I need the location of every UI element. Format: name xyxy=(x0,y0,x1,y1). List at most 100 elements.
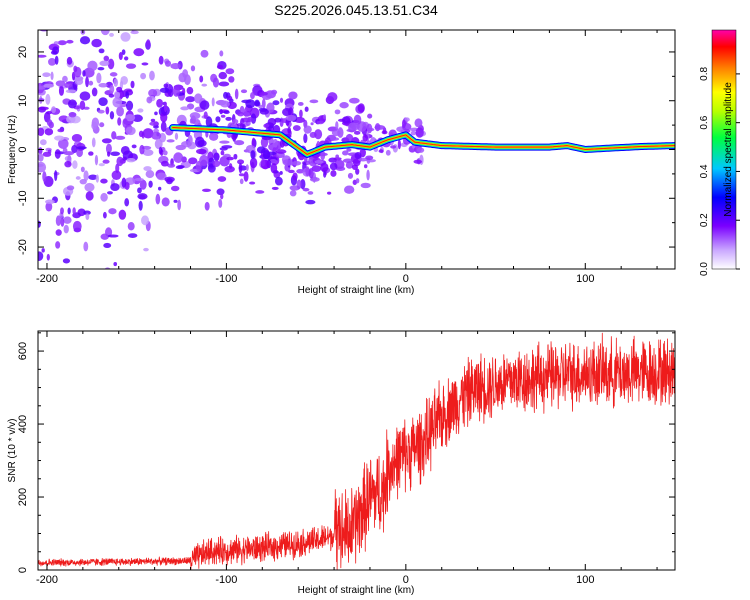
spectrogram-blob xyxy=(98,48,105,54)
spectrogram-blob xyxy=(194,136,205,148)
spectrogram-blob xyxy=(199,100,210,110)
snr-series-line xyxy=(38,332,675,570)
spectrogram-blob xyxy=(38,220,41,228)
spectrogram-blob xyxy=(296,179,302,190)
spectrogram-y-tick-label: -10 xyxy=(17,190,29,206)
snr-y-label: SNR (10 * v/v) xyxy=(7,419,18,483)
spectrogram-blob xyxy=(139,179,147,190)
spectrogram-blob xyxy=(117,117,122,126)
spectrogram-blob xyxy=(350,123,360,131)
spectrogram-blob xyxy=(374,125,386,130)
spectrogram-blob xyxy=(237,111,245,117)
spectrogram-blob xyxy=(154,138,163,150)
spectrogram-blob xyxy=(142,128,154,139)
spectrogram-blob xyxy=(275,149,287,154)
spectrogram-blob xyxy=(329,162,338,171)
spectrogram-y-tick-label: -20 xyxy=(17,239,29,255)
spectrogram-blob xyxy=(94,154,99,166)
spectrogram-blob xyxy=(85,191,94,201)
spectrogram-x-tick-label: -200 xyxy=(36,273,58,285)
spectrogram-blob xyxy=(212,77,220,88)
spectrogram-blob xyxy=(105,143,112,154)
spectrogram-blob xyxy=(73,65,78,73)
spectrogram-blob xyxy=(38,54,47,58)
spectrogram-blob xyxy=(250,113,257,124)
spectrogram-blob xyxy=(272,138,278,148)
spectrogram-blob xyxy=(141,18,147,22)
spectrogram-blob xyxy=(308,167,314,179)
spectrogram-blob xyxy=(141,62,149,66)
spectrogram-blob xyxy=(220,193,224,200)
spectrogram-blob xyxy=(342,150,349,156)
spectrogram-blob xyxy=(91,38,102,48)
spectrogram-blob xyxy=(249,181,256,185)
spectrogram-blob xyxy=(305,166,310,177)
spectrogram-blob xyxy=(133,48,145,57)
spectrogram-blob xyxy=(200,49,209,58)
spectrogram-blob xyxy=(331,129,341,137)
figure-title: S225.2026.045.13.51.C34 xyxy=(274,2,438,18)
spectrogram-blob xyxy=(329,137,340,141)
spectrogram-y-tick-label: 20 xyxy=(17,46,29,58)
spectrogram-x-tick-label: 0 xyxy=(403,273,409,285)
spectrogram-blob xyxy=(66,56,73,65)
spectrogram-blob xyxy=(271,89,278,95)
spectrogram-blob xyxy=(71,133,83,143)
spectrogram-blob xyxy=(335,166,346,171)
spectrogram-blob xyxy=(323,171,327,178)
spectrogram-blob xyxy=(47,149,52,154)
spectrogram-blob xyxy=(327,92,338,102)
spectrogram-blob xyxy=(134,177,144,182)
spectrogram-blob xyxy=(109,84,115,94)
spectrogram-blob xyxy=(153,124,159,129)
spectrogram-blob xyxy=(218,198,223,208)
spectrogram-blob xyxy=(216,64,224,70)
spectrogram-blob xyxy=(334,109,341,115)
snr-frame xyxy=(37,330,676,571)
spectrogram-blob xyxy=(83,170,89,182)
colorbar-label: Normalized spectral amplitude xyxy=(723,82,734,217)
spectrogram-blob xyxy=(270,163,278,174)
spectrogram-blob xyxy=(360,182,371,189)
spectrogram-blob xyxy=(120,145,130,155)
spectrogram-blob xyxy=(79,36,91,45)
spectrogram-blob xyxy=(110,183,120,192)
spectrogram-blob xyxy=(291,160,302,166)
spectrogram-blob xyxy=(213,152,220,161)
spectrogram-blob xyxy=(98,163,105,167)
spectrogram-blob xyxy=(38,147,43,155)
colorbar-tick-label: 0.0 xyxy=(699,262,710,276)
spectrogram-blob xyxy=(224,165,235,173)
spectrogram-blob xyxy=(413,159,423,164)
spectrogram-blob xyxy=(38,251,44,261)
spectrogram-blob xyxy=(113,261,118,267)
spectrogram-blob xyxy=(118,209,127,220)
spectrogram-blob xyxy=(68,112,77,118)
spectrogram-blob xyxy=(116,156,124,167)
spectrogram-blob xyxy=(193,119,201,127)
spectrogram-blob xyxy=(58,115,69,123)
spectrogram-blob xyxy=(108,208,117,215)
spectrogram-blob xyxy=(320,150,326,161)
spectrogram-blob xyxy=(46,119,53,127)
spectrogram-blob xyxy=(226,95,233,101)
spectrogram-blob xyxy=(194,93,203,104)
spectrogram-blob xyxy=(309,99,319,104)
spectrogram-blob xyxy=(362,134,369,142)
spectrogram-blob xyxy=(88,151,94,156)
spectrogram-blob xyxy=(175,165,184,170)
spectrogram-blob xyxy=(259,108,269,115)
spectrogram-blob xyxy=(97,67,105,71)
spectrogram-blob xyxy=(279,97,284,103)
spectrogram-blob xyxy=(390,145,397,149)
spectrogram-ridge xyxy=(169,124,675,158)
spectrogram-blob xyxy=(121,177,127,188)
spectrogram-blob xyxy=(292,172,298,181)
spectrogram-blob xyxy=(137,187,142,194)
spectrogram-blob xyxy=(45,201,53,212)
spectrogram-blob xyxy=(39,17,48,22)
spectrogram-blob xyxy=(122,156,127,161)
spectrogram-blob xyxy=(366,169,370,181)
